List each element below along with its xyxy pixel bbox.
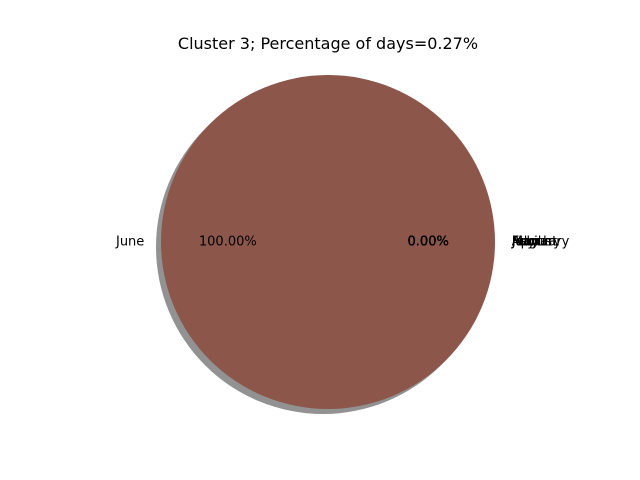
pie-slices [161,75,495,409]
pct-label-march: 0.00% [408,235,449,250]
slice-label-march: March [512,235,552,250]
pct-label-february: 0.00% [408,235,449,250]
slice-label-january: January [511,235,562,250]
slice-label-february: February [512,235,570,250]
pct-label-july: 0.00% [408,235,449,250]
slice-label-july: July [511,235,536,250]
pct-label-april: 0.00% [408,235,449,250]
chart-title: Cluster 3; Percentage of days=0.27% [178,34,478,53]
pct-label-january: 0.00% [408,235,449,250]
slice-label-august: August [512,235,558,250]
slice-label-june: June [115,235,144,250]
pie-slice-june [161,75,495,409]
pct-label-june: 100.00% [199,235,257,250]
slice-label-may: May [512,235,539,250]
pct-label-may: 0.00% [408,235,449,250]
slice-label-april: April [512,235,542,250]
pct-label-august: 0.00% [408,235,449,250]
